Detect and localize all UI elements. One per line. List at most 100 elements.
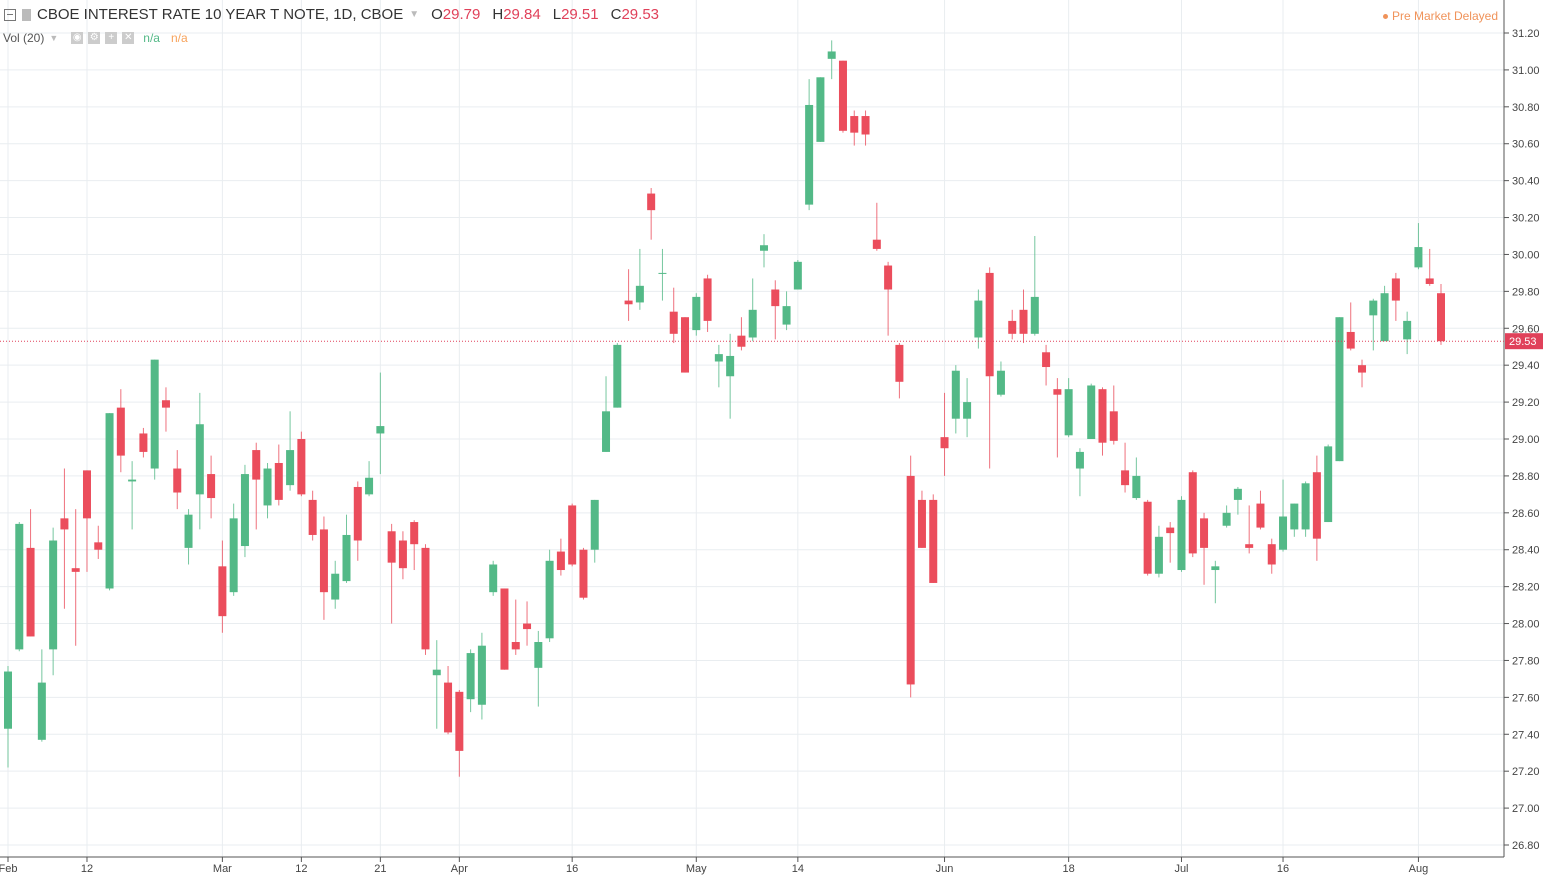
candle-body <box>128 479 137 482</box>
candle <box>917 490 926 548</box>
candle-body <box>297 439 306 495</box>
candle <box>1312 455 1321 561</box>
candle-body <box>161 400 170 408</box>
candle-body <box>1267 544 1276 565</box>
candle <box>658 248 667 301</box>
candle-body <box>1211 566 1220 571</box>
candle <box>500 588 509 670</box>
candle-body <box>1358 365 1367 373</box>
y-tick-label: 27.00 <box>1512 803 1540 815</box>
candle <box>60 468 69 609</box>
high-value: 29.84 <box>503 6 541 23</box>
candle-body <box>974 300 983 338</box>
y-tick-label: 27.40 <box>1512 729 1540 741</box>
candle-body <box>579 549 588 598</box>
candle <box>15 522 24 652</box>
collapse-icon[interactable] <box>4 8 16 21</box>
candle-body <box>398 540 407 569</box>
candle-body <box>816 77 825 142</box>
candle-body <box>195 424 204 495</box>
candle-body <box>376 426 385 434</box>
candle-body <box>1087 385 1096 439</box>
close-label: C <box>610 6 622 23</box>
candle-body <box>71 568 80 572</box>
candle <box>963 378 972 438</box>
candle-body <box>951 370 960 419</box>
candle <box>444 665 453 735</box>
y-tick-label: 29.00 <box>1512 434 1540 446</box>
candle <box>895 343 904 399</box>
candle <box>884 261 893 336</box>
candle-body <box>1245 544 1254 548</box>
last-price-badge <box>1505 333 1543 350</box>
candle-body <box>827 51 836 59</box>
candle-body <box>1290 503 1299 530</box>
eye-icon[interactable]: ◉ <box>71 32 84 44</box>
candle <box>184 509 193 565</box>
candle-body <box>692 296 701 331</box>
chevron-down-icon[interactable]: ▼ <box>409 9 420 20</box>
y-tick-label: 29.80 <box>1512 286 1540 298</box>
symbol-title[interactable]: CBOE INTEREST RATE 10 YEAR T NOTE, 1D, C… <box>37 6 404 23</box>
gear-icon[interactable]: ⚙ <box>88 32 101 44</box>
candle <box>116 389 125 473</box>
candle <box>838 60 847 133</box>
chevron-down-icon[interactable]: ▼ <box>49 33 59 43</box>
open-label: O <box>431 6 443 23</box>
candle-body <box>556 551 565 571</box>
candle <box>545 549 554 642</box>
candle <box>331 560 340 609</box>
candle-body <box>782 306 791 325</box>
candle <box>579 547 588 600</box>
flag-icon <box>22 8 31 21</box>
candle-body <box>534 642 543 668</box>
candle <box>1166 522 1175 563</box>
candle <box>1019 289 1028 344</box>
y-tick-label: 30.40 <box>1512 176 1540 188</box>
candle <box>1200 512 1209 585</box>
candle <box>1211 560 1220 604</box>
candle-body <box>4 671 12 729</box>
candle <box>940 392 949 476</box>
candle <box>297 431 306 497</box>
candle-body <box>94 542 103 550</box>
candle <box>906 455 915 698</box>
candle-body <box>173 468 182 493</box>
candle-body <box>1019 309 1028 334</box>
volume-label[interactable]: Vol (20) <box>3 31 45 45</box>
x-tick-label: 18 <box>1063 863 1075 875</box>
candle-body <box>1391 278 1400 301</box>
candle <box>1346 302 1355 351</box>
candle <box>748 278 757 342</box>
candle <box>207 455 216 519</box>
candle-body <box>985 272 994 377</box>
plus-icon[interactable]: + <box>105 32 118 44</box>
candle <box>477 632 486 720</box>
candle-body <box>218 566 227 617</box>
open-value: 29.79 <box>442 6 481 23</box>
candle-body <box>252 450 261 480</box>
candle <box>410 520 419 571</box>
volume-legend: Vol (20) ▼ ◉ ⚙ + ✕ n/a n/a <box>3 31 188 45</box>
close-icon[interactable]: ✕ <box>122 32 135 44</box>
candle-body <box>1222 512 1231 526</box>
candle <box>1087 383 1096 439</box>
candle-body <box>477 645 486 705</box>
candle <box>1008 309 1017 340</box>
candle-body <box>658 272 667 274</box>
y-tick-label: 28.00 <box>1512 619 1540 631</box>
candle-body <box>37 682 46 740</box>
x-tick-label: Jun <box>936 863 954 875</box>
candle <box>1042 344 1051 386</box>
y-tick-label: 30.00 <box>1512 249 1540 261</box>
candle-body <box>1098 389 1107 443</box>
candle <box>996 361 1005 397</box>
candle-body <box>489 564 498 593</box>
candle <box>827 40 836 80</box>
candle-body <box>387 531 396 563</box>
y-tick-label: 29.20 <box>1512 397 1540 409</box>
x-tick-label: Apr <box>451 863 468 875</box>
candle-body <box>500 588 509 670</box>
